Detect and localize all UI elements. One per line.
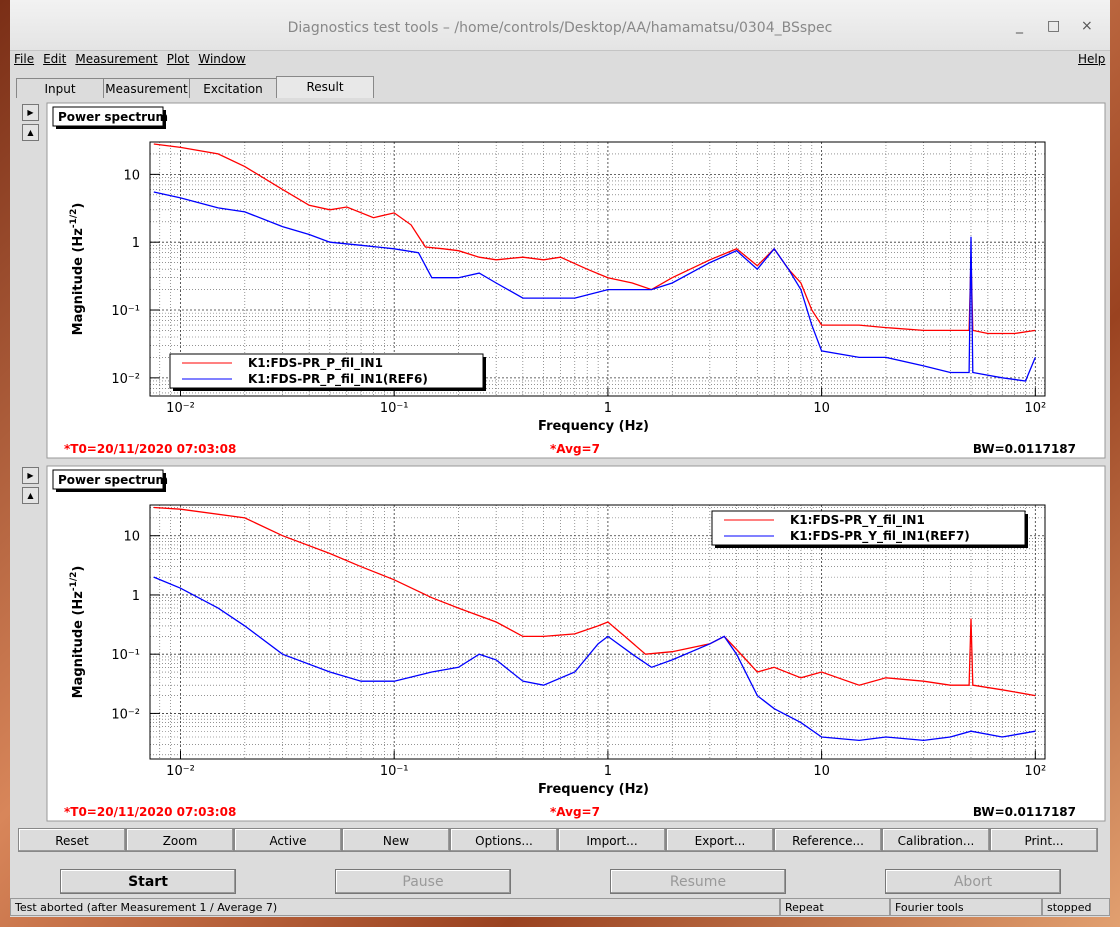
- y-tick-label: 10⁻¹: [111, 304, 140, 319]
- x-tick-label: 10²: [1024, 401, 1046, 416]
- legend-label: K1:FDS-PR_Y_fil_IN1: [790, 513, 925, 528]
- toolbar-button[interactable]: Calibration...: [882, 828, 990, 852]
- toolbar-button[interactable]: Reset: [18, 828, 126, 852]
- toolbar-button[interactable]: Export...: [666, 828, 774, 852]
- start-time: *T0=20/11/2020 07:03:08: [64, 442, 236, 456]
- plot-title: Power spectrum: [58, 473, 168, 487]
- close-button[interactable]: ×: [1081, 18, 1093, 34]
- average-count: *Avg=7: [550, 442, 600, 456]
- toolbar-button[interactable]: Import...: [558, 828, 666, 852]
- toolbar-button[interactable]: Active: [234, 828, 342, 852]
- y-axis-label-text: Magnitude (Hz: [71, 228, 86, 335]
- legend-box: [711, 510, 1026, 546]
- status-field: Test aborted (after Measurement 1 / Aver…: [10, 898, 780, 916]
- control-button[interactable]: Resume: [610, 869, 786, 894]
- title-bar: Diagnostics test tools – /home/controls/…: [10, 0, 1110, 51]
- legend: K1:FDS-PR_Y_fil_IN1K1:FDS-PR_Y_fil_IN1(R…: [711, 510, 1028, 548]
- status-field: Repeat: [780, 898, 890, 916]
- status-field: Fourier tools: [890, 898, 1042, 916]
- maximize-button[interactable]: □: [1047, 18, 1061, 34]
- tab[interactable]: Input: [16, 78, 104, 98]
- collapse-button[interactable]: ▲: [22, 487, 39, 504]
- y-tick-label: 10⁻²: [111, 372, 140, 387]
- x-tick-label: 10: [813, 401, 830, 416]
- plot-panel: 10⁻² 10⁻¹ 1 10 10² 10⁻² 10⁻¹ 1 10 K1:FDS-PR_Y_fil…: [46, 465, 1106, 822]
- toolbar-button[interactable]: New: [342, 828, 450, 852]
- y-tick-label: 10: [123, 168, 140, 183]
- control-button[interactable]: Start: [60, 869, 236, 894]
- menu-item[interactable]: Window: [198, 52, 246, 66]
- legend-label: K1:FDS-PR_P_fil_IN1(REF6): [248, 372, 428, 387]
- legend: K1:FDS-PR_P_fil_IN1K1:FDS-PR_P_fil_IN1(R…: [169, 353, 486, 391]
- y-axis-label: Magnitude (Hz-1/2): [69, 566, 86, 699]
- y-axis-label-text: Magnitude (Hz: [71, 591, 86, 698]
- y-tick-label: 10⁻²: [111, 707, 140, 722]
- plot-frame: [149, 504, 1046, 760]
- average-count: *Avg=7: [550, 805, 600, 819]
- x-axis-label: Frequency (Hz): [538, 782, 649, 797]
- legend-label: K1:FDS-PR_P_fil_IN1: [248, 356, 383, 371]
- tab[interactable]: Measurement: [103, 78, 190, 98]
- menu-bar: File Edit Measurement Plot Window: [14, 52, 246, 70]
- y-tick-label: 1: [132, 236, 140, 251]
- y-axis-label-exponent: -1/2: [69, 209, 79, 229]
- x-tick-label: 10⁻²: [166, 401, 195, 416]
- start-time: *T0=20/11/2020 07:03:08: [64, 805, 236, 819]
- menu-item[interactable]: File: [14, 52, 35, 66]
- tab[interactable]: Excitation: [189, 78, 277, 98]
- toolbar-button[interactable]: Print...: [990, 828, 1098, 852]
- y-axis-label-end: ): [71, 203, 86, 209]
- toolbar-button[interactable]: Reference...: [774, 828, 882, 852]
- legend-label: K1:FDS-PR_Y_fil_IN1(REF7): [790, 529, 970, 544]
- y-tick-label: 10: [123, 530, 140, 545]
- x-tick-label: 1: [604, 764, 612, 779]
- title-box: [52, 469, 164, 490]
- y-axis-label: Magnitude (Hz-1/2): [69, 203, 86, 336]
- menu-item[interactable]: Edit: [43, 52, 67, 66]
- series-line: [153, 191, 1036, 382]
- x-axis-label: Frequency (Hz): [538, 419, 649, 434]
- plot-title: Power spectrum: [58, 110, 168, 124]
- y-tick-label: 10⁻¹: [111, 648, 140, 663]
- series-line: [153, 506, 1036, 697]
- status-field: stopped: [1042, 898, 1110, 916]
- minimize-button[interactable]: _: [1016, 18, 1023, 34]
- bandwidth: BW=0.0117187: [973, 442, 1076, 456]
- x-tick-label: 10⁻¹: [380, 401, 409, 416]
- y-tick-label: 1: [132, 589, 140, 604]
- plot-frame: [149, 141, 1046, 397]
- x-tick-label: 1: [604, 401, 612, 416]
- title-box: [52, 106, 164, 127]
- expand-button[interactable]: ▶: [22, 467, 39, 484]
- bandwidth: BW=0.0117187: [973, 805, 1076, 819]
- menu-item[interactable]: Help: [1078, 52, 1106, 66]
- x-tick-label: 10⁻¹: [380, 764, 409, 779]
- control-button[interactable]: Pause: [335, 869, 511, 894]
- menu-item[interactable]: Measurement: [75, 52, 158, 66]
- series-line: [153, 143, 1036, 335]
- series-line: [153, 576, 1036, 742]
- control-button[interactable]: Abort: [885, 869, 1061, 894]
- toolbar-button[interactable]: Zoom: [126, 828, 234, 852]
- window-title: Diagnostics test tools – /home/controls/…: [287, 20, 833, 36]
- expand-button[interactable]: ▶: [22, 104, 39, 121]
- menu-item[interactable]: Plot: [166, 52, 190, 66]
- collapse-button[interactable]: ▲: [22, 124, 39, 141]
- panel-background: [46, 102, 1106, 459]
- legend-box: [169, 353, 484, 389]
- x-tick-label: 10⁻²: [166, 764, 195, 779]
- y-axis-label-end: ): [71, 566, 86, 572]
- tab[interactable]: Result: [276, 76, 374, 98]
- plot-panel: 10⁻² 10⁻¹ 1 10 10² 10⁻² 10⁻¹ 1 10 K1:FDS-PR_P_fil…: [46, 102, 1106, 459]
- y-axis-label-exponent: -1/2: [69, 572, 79, 592]
- x-tick-label: 10: [813, 764, 830, 779]
- toolbar-button[interactable]: Options...: [450, 828, 558, 852]
- x-tick-label: 10²: [1024, 764, 1046, 779]
